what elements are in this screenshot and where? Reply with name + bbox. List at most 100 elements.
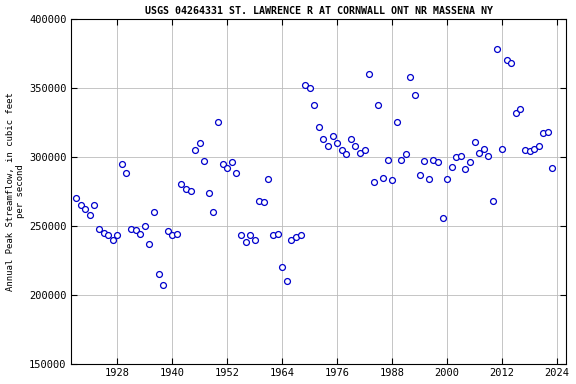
Point [332, 140, 342, 146]
Point [452, 154, 461, 160]
Point [337, 147, 346, 153]
Point [360, 147, 369, 153]
Point [218, 161, 228, 167]
Point [442, 176, 452, 182]
Point [351, 143, 360, 149]
Point [250, 237, 259, 243]
Point [236, 232, 245, 238]
Point [346, 136, 355, 142]
Point [498, 146, 507, 152]
Point [222, 165, 232, 171]
Point [113, 232, 122, 238]
Point [122, 170, 131, 177]
Point [158, 282, 168, 288]
Point [516, 106, 525, 112]
Point [507, 60, 516, 66]
Point [415, 172, 425, 178]
Point [85, 212, 94, 218]
Point [291, 234, 301, 240]
Point [378, 174, 388, 180]
Point [374, 101, 383, 108]
Point [200, 158, 209, 164]
Point [296, 232, 305, 238]
Point [365, 71, 374, 77]
Point [268, 232, 278, 238]
Point [383, 157, 392, 163]
Point [118, 161, 127, 167]
Point [145, 241, 154, 247]
Point [355, 150, 365, 156]
Point [108, 237, 118, 243]
Point [264, 176, 273, 182]
Point [323, 143, 332, 149]
Point [104, 232, 113, 238]
Point [461, 166, 470, 172]
Point [135, 231, 145, 237]
Point [392, 119, 401, 126]
Point [520, 147, 529, 153]
Point [255, 198, 264, 204]
Point [369, 179, 378, 185]
Point [191, 147, 200, 153]
Point [548, 165, 557, 171]
Point [310, 101, 319, 108]
Point [90, 202, 99, 208]
Point [433, 159, 442, 166]
Point [278, 264, 287, 270]
Point [475, 150, 484, 156]
Point [71, 195, 81, 201]
Point [525, 148, 534, 154]
Point [511, 110, 521, 116]
Point [319, 136, 328, 142]
Point [163, 228, 172, 234]
Point [241, 239, 250, 245]
Point [502, 57, 511, 63]
Point [465, 159, 475, 166]
Point [424, 176, 433, 182]
Point [314, 124, 324, 130]
Point [186, 188, 195, 194]
Point [177, 181, 186, 187]
Point [328, 133, 337, 139]
Point [488, 198, 498, 204]
Point [181, 185, 191, 192]
Point [411, 92, 420, 98]
Point [456, 152, 465, 159]
Point [342, 151, 351, 157]
Point [406, 74, 415, 80]
Point [419, 158, 429, 164]
Point [529, 146, 539, 152]
Point [447, 164, 456, 170]
Point [259, 199, 268, 205]
Point [131, 227, 140, 233]
Point [543, 129, 552, 135]
Point [81, 206, 90, 212]
Point [168, 232, 177, 238]
Point [94, 225, 104, 232]
Point [76, 202, 85, 208]
Point [470, 139, 479, 145]
Point [140, 223, 149, 229]
Point [397, 157, 406, 163]
Point [195, 140, 204, 146]
Point [209, 209, 218, 215]
Point [493, 46, 502, 53]
Point [287, 237, 296, 243]
Point [282, 278, 291, 284]
Point [305, 85, 314, 91]
Point [273, 231, 282, 237]
Point [214, 119, 223, 126]
Point [204, 190, 214, 196]
Point [99, 230, 108, 236]
Point [227, 159, 236, 166]
Point [301, 82, 310, 88]
Point [388, 177, 397, 184]
Point [232, 170, 241, 177]
Point [429, 157, 438, 163]
Point [172, 231, 181, 237]
Point [484, 152, 493, 159]
Point [154, 271, 163, 277]
Point [126, 225, 135, 232]
Point [479, 146, 488, 152]
Point [149, 209, 158, 215]
